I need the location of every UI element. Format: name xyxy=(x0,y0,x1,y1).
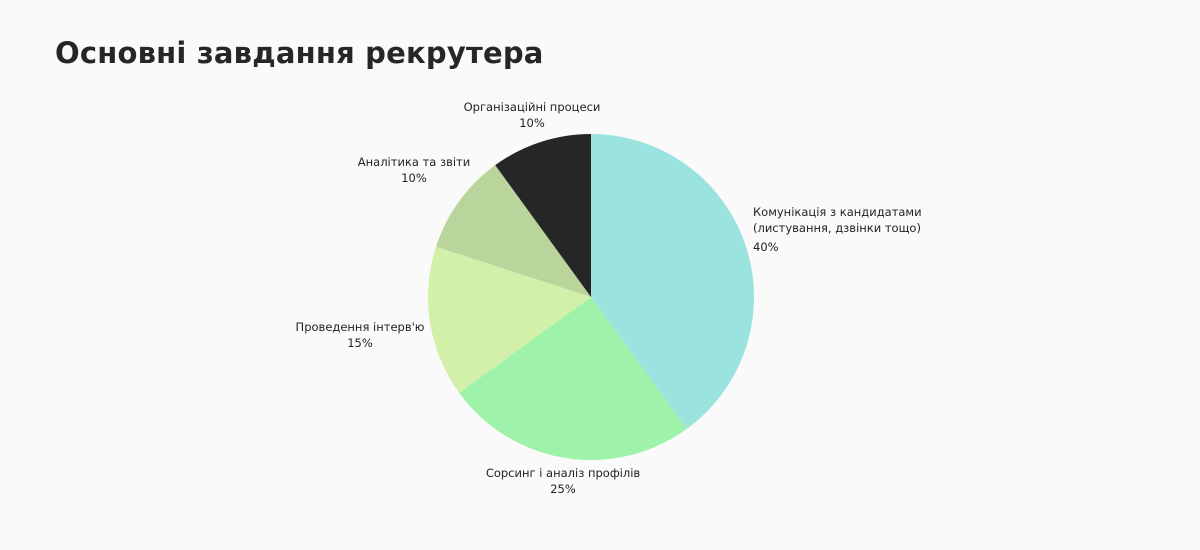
label-analytics: Аналітика та звіти 10% xyxy=(358,154,470,186)
slice-label-percent: 25% xyxy=(550,482,576,496)
slice-label-text: Аналітика та звіти xyxy=(357,155,471,169)
slice-label-text: Організаційні процеси xyxy=(463,100,601,114)
pie-slice xyxy=(428,246,591,393)
slice-label-percent: 10% xyxy=(519,116,545,130)
chart-title: Основні завдання рекрутера xyxy=(55,36,544,70)
slice-label-text: Сорсинг і аналіз профілів xyxy=(485,466,641,480)
label-communication: Комунікація з кандидатами (листування, д… xyxy=(753,204,922,255)
slice-label-percent: 40% xyxy=(753,240,779,254)
label-sourcing: Сорсинг і аналіз профілів 25% xyxy=(486,465,640,497)
pie-slice xyxy=(435,165,591,297)
slice-label-text-2: (листування, дзвінки тощо) xyxy=(753,221,921,235)
slice-label-percent: 15% xyxy=(347,336,373,350)
label-organizational: Організаційні процеси 10% xyxy=(464,99,601,131)
slice-label-text: Проведення інтерв'ю xyxy=(295,320,425,334)
pie-slice xyxy=(495,134,591,297)
pie-slice xyxy=(591,134,754,429)
slice-label-percent: 10% xyxy=(401,171,427,185)
slice-label-text: Комунікація з кандидатами xyxy=(753,205,922,219)
pie-slice xyxy=(459,297,687,460)
label-interviews: Проведення інтерв'ю 15% xyxy=(296,319,425,351)
